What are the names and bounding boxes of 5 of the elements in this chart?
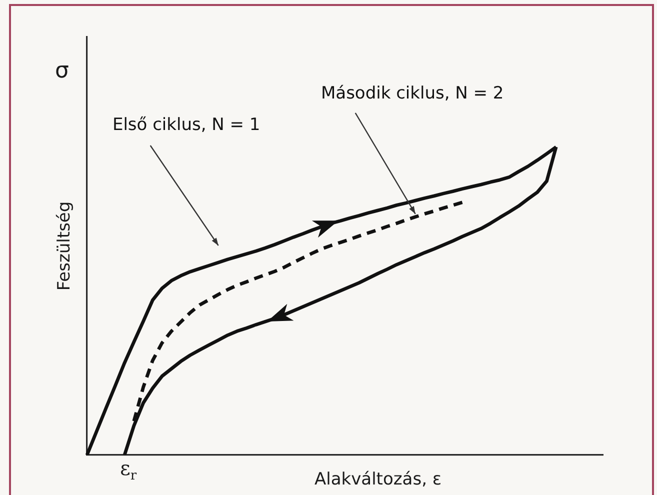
y-axis-title: Feszültség — [54, 201, 74, 291]
x-axis-title: Alakváltozás, ε — [314, 469, 442, 490]
text: Első ciklus, N = 1 — [112, 114, 260, 135]
text: Második ciklus, N = 2 — [320, 83, 504, 104]
text: σ — [55, 58, 70, 84]
